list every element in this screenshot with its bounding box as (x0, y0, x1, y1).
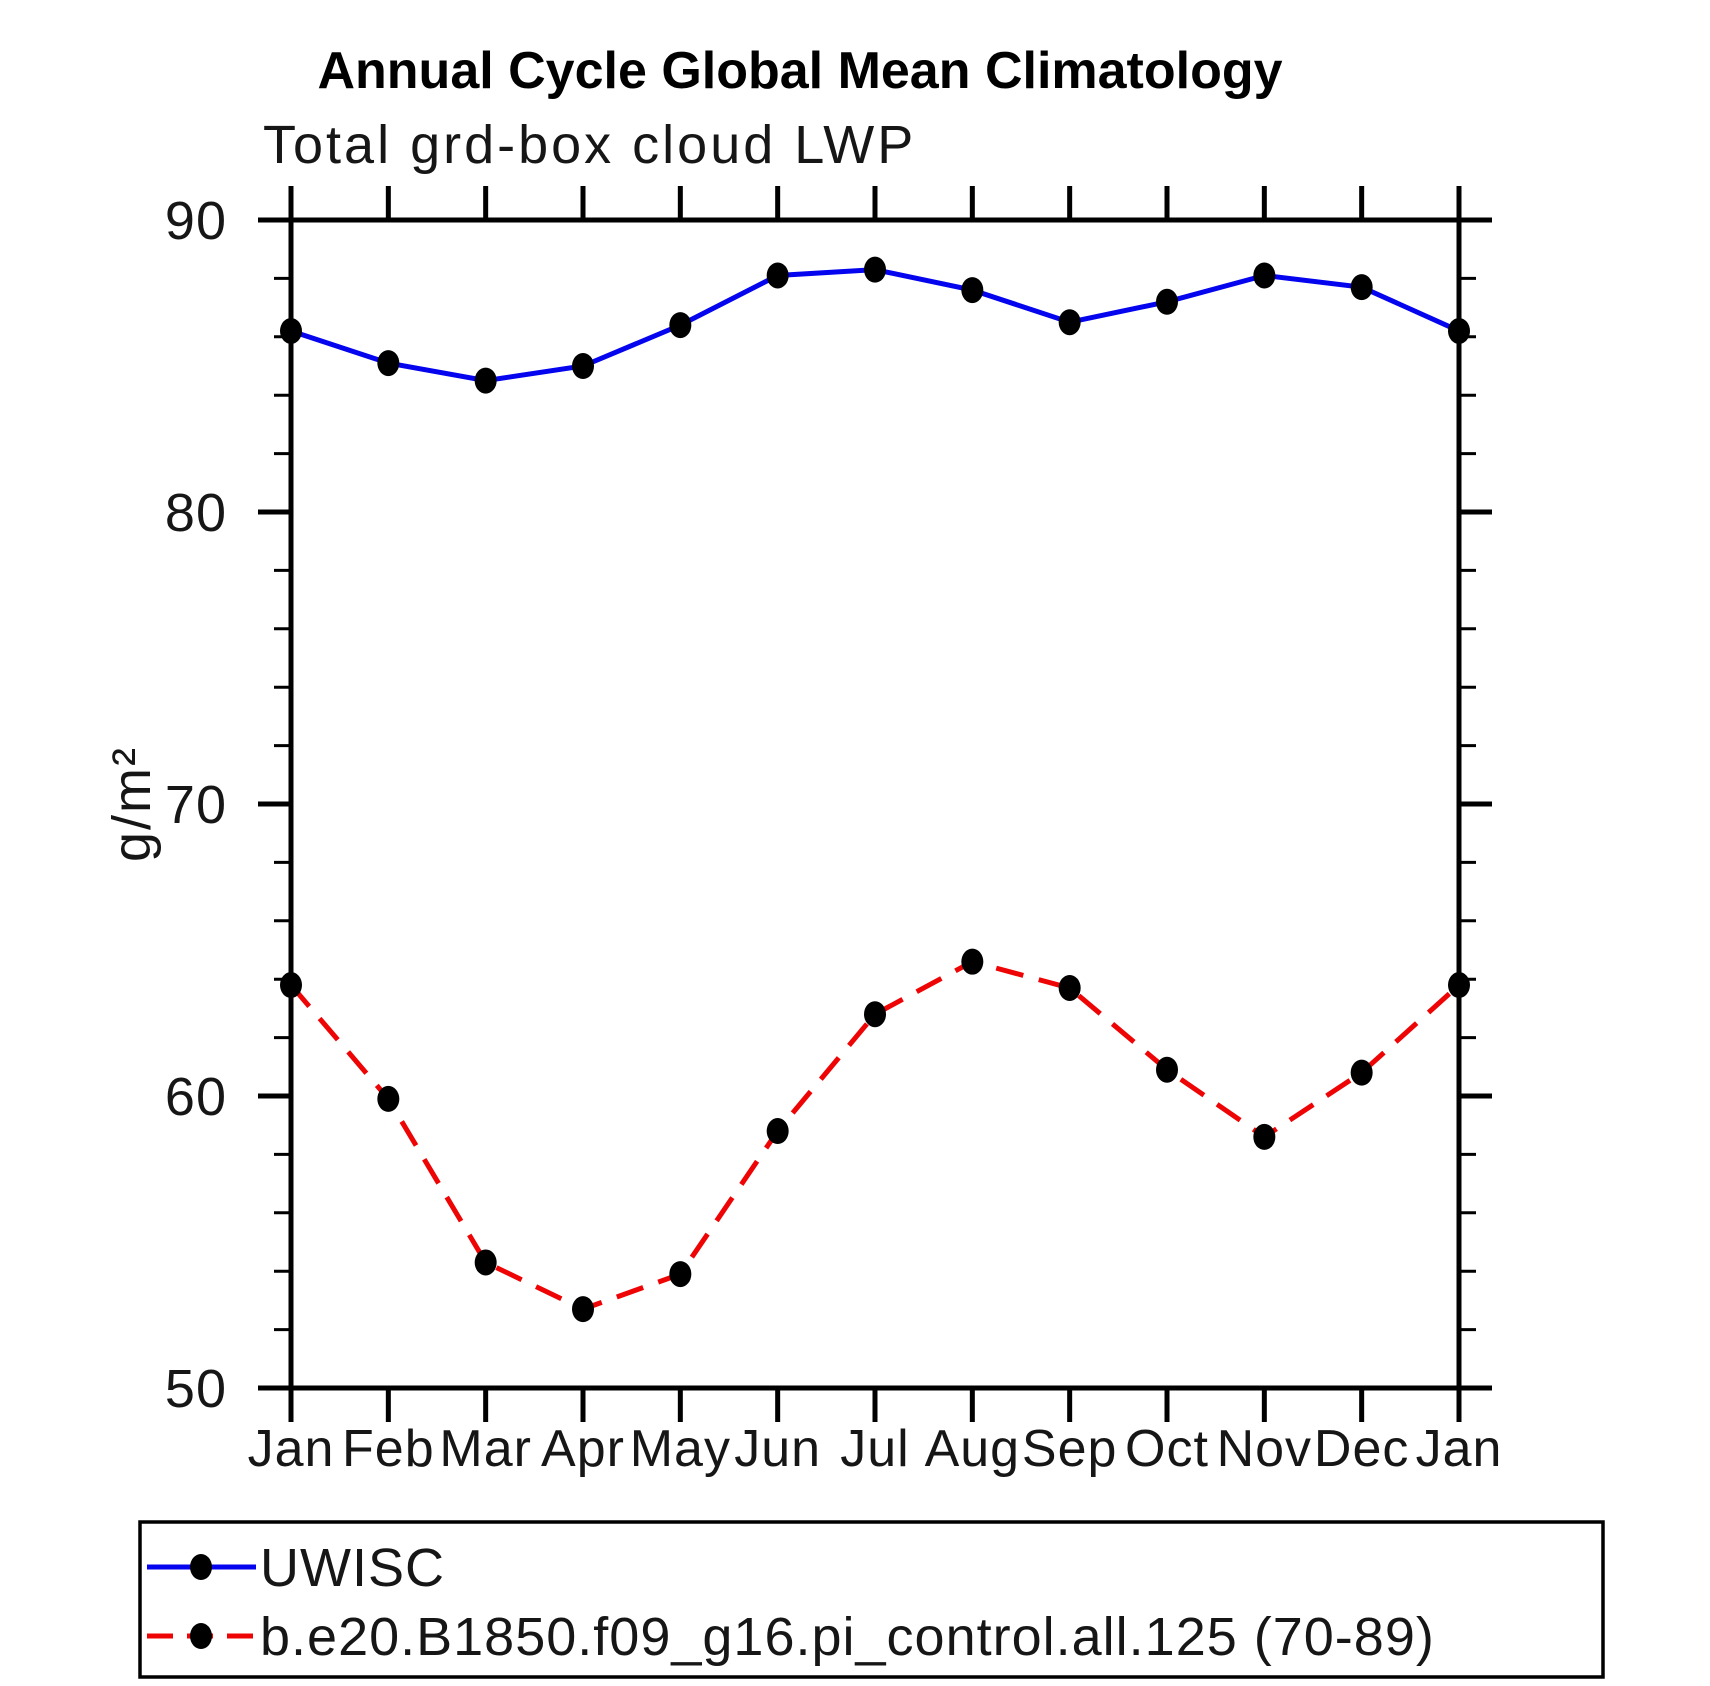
data-point-marker (474, 1249, 497, 1276)
data-point-marker (1253, 1123, 1276, 1150)
data-point-marker (961, 277, 984, 304)
x-axis-ticks: Jan Feb Mar Apr May Jun Jul Aug Sep Oct Nov Dec Jan (248, 186, 1503, 1478)
data-point-marker (280, 972, 302, 999)
y-tick-label: 60 (165, 1067, 227, 1127)
x-tick-label: Jan (1416, 1420, 1503, 1478)
data-point-marker (1448, 972, 1470, 999)
data-point-marker (1156, 1056, 1178, 1083)
y-tick-label: 80 (165, 483, 227, 543)
x-tick-label: Oct (1125, 1420, 1209, 1478)
data-point-marker (474, 367, 497, 394)
y-tick-label: 90 (165, 191, 227, 251)
data-point-marker (280, 317, 302, 344)
data-point-marker (961, 948, 984, 975)
x-tick-label: Jul (840, 1420, 909, 1478)
x-tick-label: Sep (1022, 1420, 1118, 1478)
data-point-marker (864, 1001, 886, 1028)
data-point-marker (377, 1085, 400, 1112)
data-point-marker (377, 350, 400, 377)
y-axis-title: g/m² (102, 746, 162, 862)
chart-subtitle: Total grd-box cloud LWP (263, 115, 916, 175)
x-tick-label: Aug (925, 1420, 1021, 1478)
legend-box (138, 1520, 1605, 1679)
x-tick-label: Jun (734, 1420, 821, 1478)
chart-title: Annual Cycle Global Mean Climatology (317, 42, 1282, 100)
data-point-marker (1253, 262, 1276, 289)
x-tick-label: Mar (439, 1420, 532, 1478)
data-point-marker (864, 256, 886, 283)
legend-marker-sample (190, 1623, 212, 1649)
legend-entry-label: UWISC (260, 1538, 445, 1598)
x-tick-label: Apr (541, 1420, 625, 1478)
legend-entries: UWISC b.e20.B1850.f09_g16.pi_control.all.… (147, 1538, 1435, 1667)
x-tick-label: Jan (248, 1420, 335, 1478)
data-point-marker (572, 353, 594, 379)
x-tick-label: Feb (342, 1420, 435, 1478)
x-tick-label: May (630, 1420, 731, 1478)
plot-area-border (288, 217, 1462, 1391)
data-point-marker (669, 1261, 692, 1288)
data-point-marker (766, 1118, 789, 1145)
data-point-marker (1350, 274, 1373, 301)
data-point-marker (1350, 1059, 1373, 1086)
y-tick-label: 50 (165, 1359, 227, 1419)
data-point-marker (1156, 288, 1178, 315)
y-axis-ticks: 50 60 70 80 90 (165, 191, 1492, 1419)
data-series (280, 256, 1470, 1323)
uwisc-line (290, 267, 1461, 384)
legend-entry-label: b.e20.B1850.f09_g16.pi_control.all.125 (… (260, 1607, 1435, 1667)
x-tick-label: Nov (1217, 1420, 1312, 1478)
legend-marker-sample (190, 1554, 212, 1580)
data-point-marker (766, 262, 789, 289)
data-point-marker (1058, 309, 1081, 336)
x-tick-label: Dec (1314, 1420, 1409, 1478)
data-point-marker (1058, 974, 1081, 1001)
data-point-marker (669, 312, 692, 339)
data-point-marker (572, 1296, 594, 1323)
data-point-marker (1448, 317, 1470, 344)
y-tick-label: 70 (165, 775, 227, 835)
